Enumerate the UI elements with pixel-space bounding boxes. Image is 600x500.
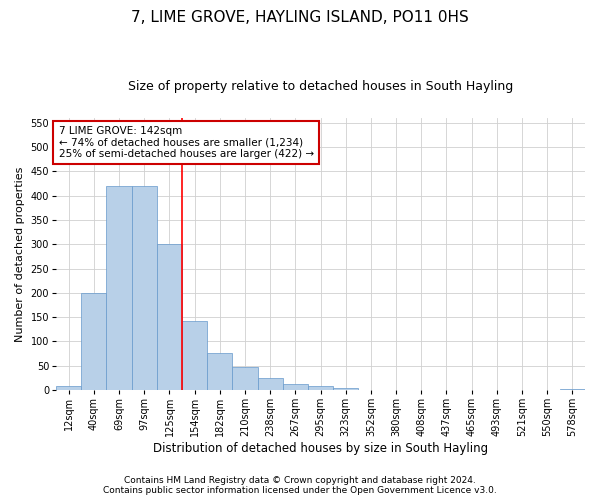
Bar xyxy=(257,378,283,390)
Y-axis label: Number of detached properties: Number of detached properties xyxy=(15,166,25,342)
Bar xyxy=(207,352,232,390)
Bar xyxy=(308,386,333,390)
Text: Contains HM Land Registry data © Crown copyright and database right 2024.
Contai: Contains HM Land Registry data © Crown c… xyxy=(103,476,497,495)
Bar xyxy=(82,293,106,390)
Text: 7 LIME GROVE: 142sqm
← 74% of detached houses are smaller (1,234)
25% of semi-de: 7 LIME GROVE: 142sqm ← 74% of detached h… xyxy=(59,126,314,159)
Bar xyxy=(560,388,585,390)
Bar xyxy=(232,367,257,390)
Text: 7, LIME GROVE, HAYLING ISLAND, PO11 0HS: 7, LIME GROVE, HAYLING ISLAND, PO11 0HS xyxy=(131,10,469,25)
Bar xyxy=(131,186,157,390)
Bar xyxy=(157,244,182,390)
Bar xyxy=(283,384,308,390)
X-axis label: Distribution of detached houses by size in South Hayling: Distribution of detached houses by size … xyxy=(153,442,488,455)
Bar xyxy=(56,386,82,390)
Bar xyxy=(106,186,131,390)
Bar xyxy=(182,321,207,390)
Title: Size of property relative to detached houses in South Hayling: Size of property relative to detached ho… xyxy=(128,80,513,93)
Bar xyxy=(333,388,358,390)
